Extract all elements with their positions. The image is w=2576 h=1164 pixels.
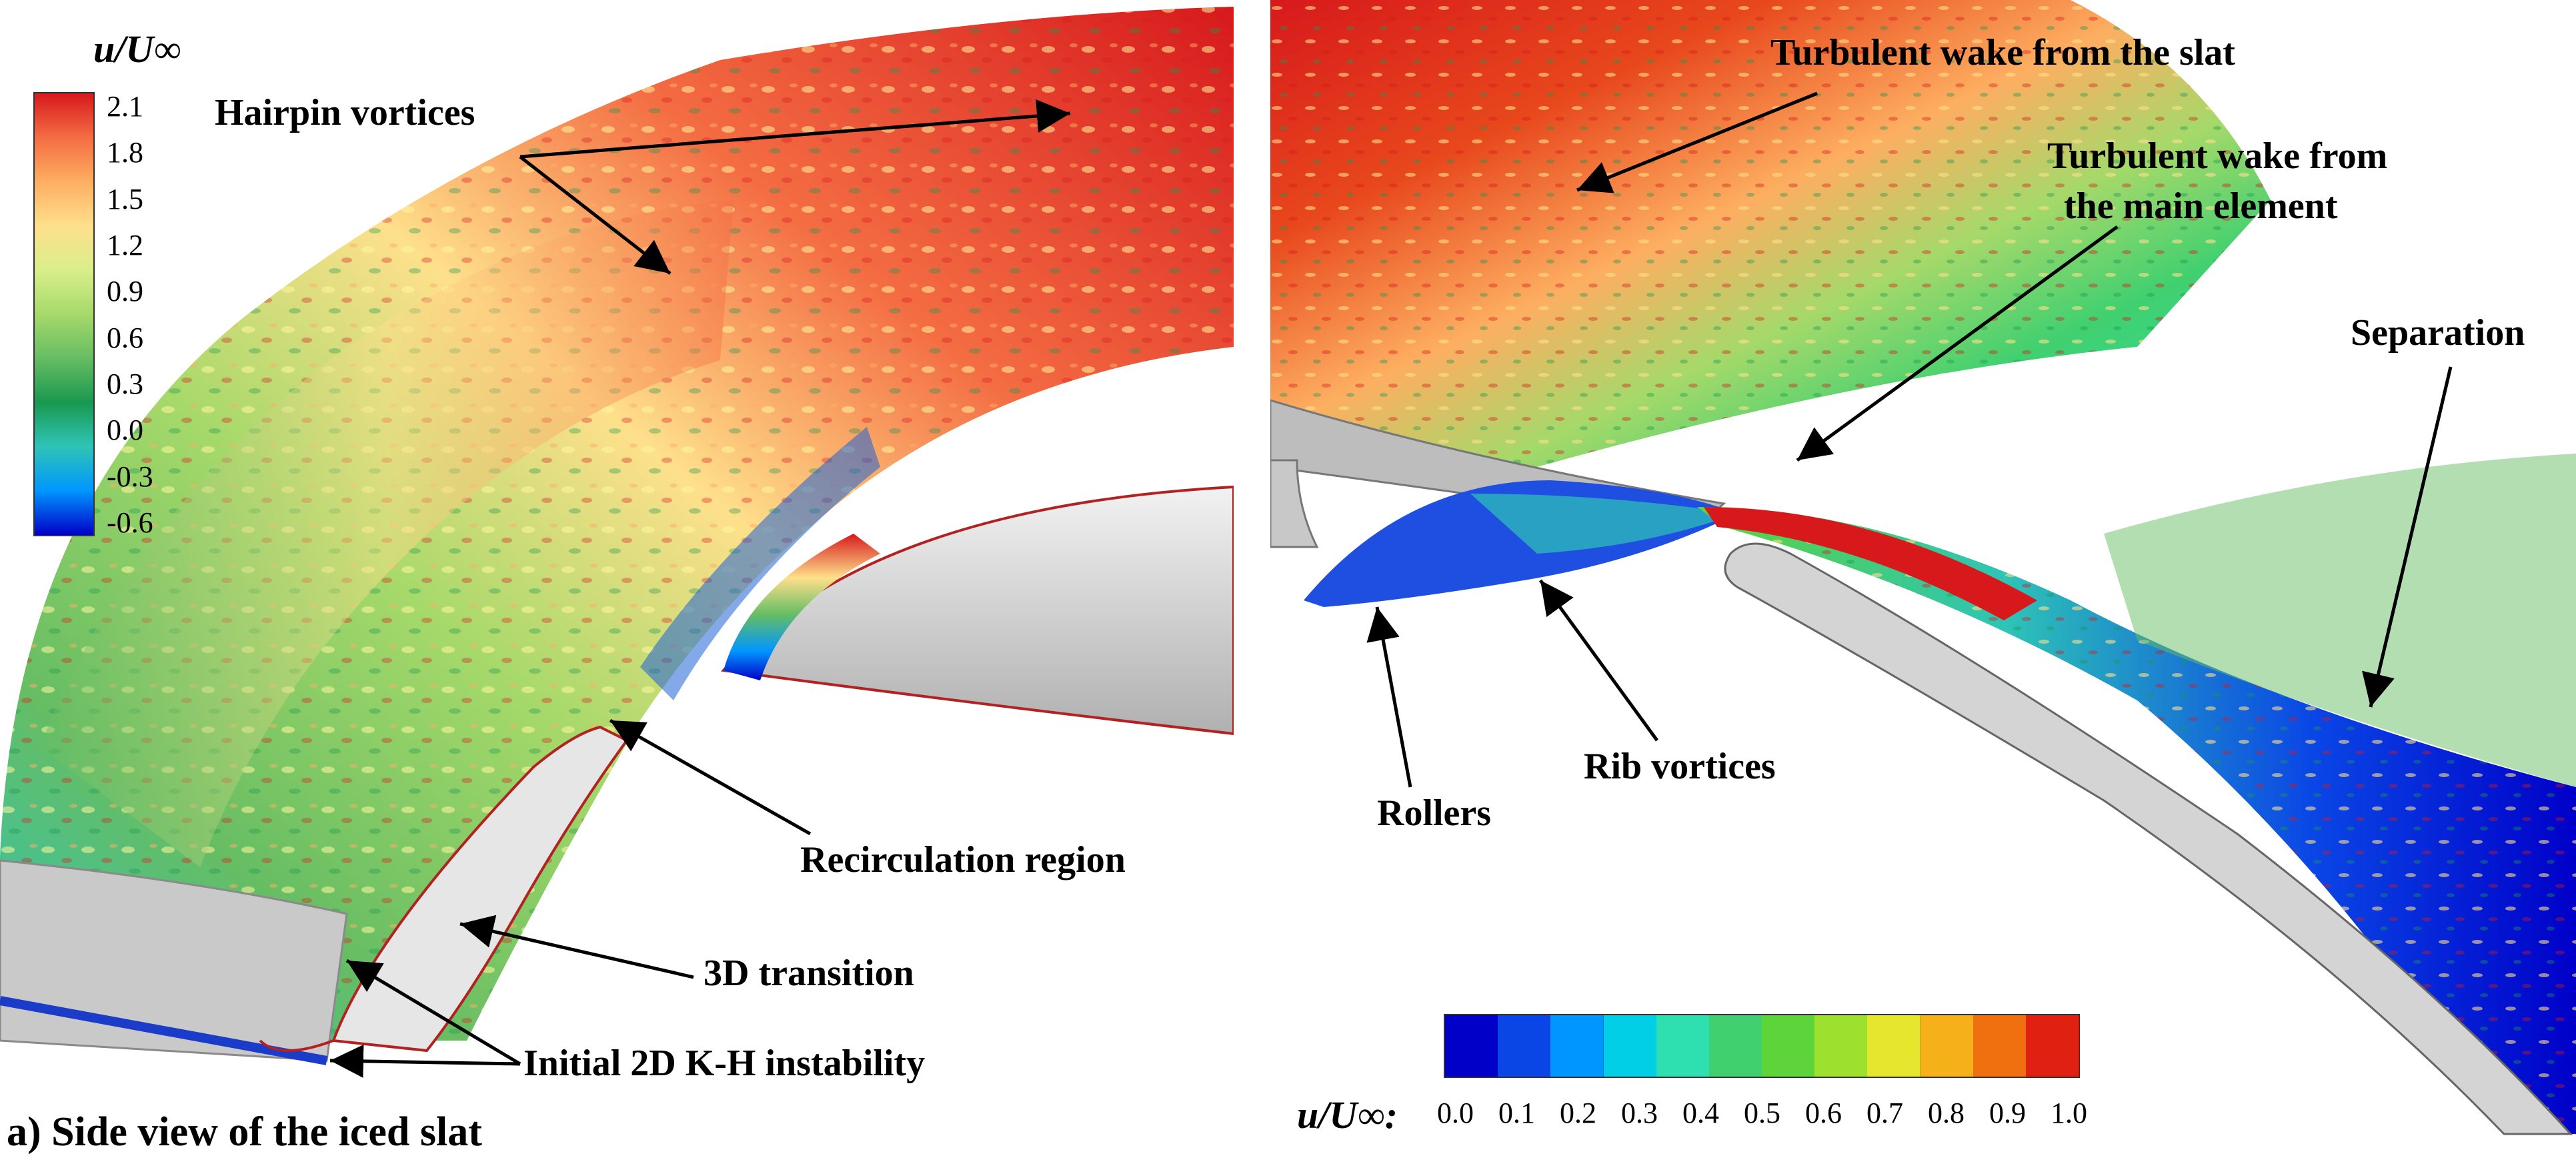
caption-left: a) Side view of the iced slat	[7, 1109, 482, 1155]
colorbar-right-tick: 0.3	[1621, 1097, 1658, 1129]
label-separation: Separation	[2351, 312, 2525, 354]
colorbar-right-tick: 0.7	[1866, 1097, 1903, 1129]
colorbar-right-tick: 0.8	[1928, 1097, 1965, 1129]
colorbar-left	[33, 92, 95, 536]
colorbar-right-tick: 0.9	[1989, 1097, 2026, 1129]
colorbar-title-right: u/U∞:	[1297, 1093, 1398, 1137]
label-hairpin-vortices: Hairpin vortices	[215, 92, 475, 133]
colorbar-left-tick: -0.6	[107, 506, 153, 539]
label-wake-main-line1: Turbulent wake from	[2047, 135, 2388, 177]
colorbar-right-segment	[1603, 1015, 1657, 1077]
colorbar-left-tick: 0.9	[107, 275, 143, 308]
colorbar-right-tick: 0.4	[1682, 1097, 1719, 1129]
main-element-shear-layer	[1704, 507, 2037, 620]
label-3d-transition: 3D transition	[704, 953, 914, 994]
colorbar-right-tick: 0.6	[1805, 1097, 1842, 1129]
recirculation-blue-zone	[640, 427, 880, 700]
colorbar-right-tick: 0.0	[1437, 1097, 1474, 1129]
colorbar-right-ticks: 0.0 0.1 0.2 0.3 0.4 0.5 0.6 0.7 0.8 0.9 1.0	[1437, 1096, 2091, 1136]
colorbar-right-segment	[1920, 1015, 1974, 1077]
main-element-surface-right	[1724, 542, 2573, 1135]
colorbar-right-segment	[1708, 1015, 1762, 1077]
colorbar-right-segment	[1814, 1015, 1868, 1077]
colorbar-left-tick: -0.3	[107, 460, 153, 493]
colorbar-right-segment	[1445, 1015, 1499, 1077]
label-rib-vortices: Rib vortices	[1584, 746, 1776, 787]
colorbar-right	[1444, 1014, 2080, 1078]
colorbar-left-tick: 1.8	[107, 136, 143, 169]
colorbar-left-tick: 1.2	[107, 229, 143, 261]
colorbar-right-segment	[1762, 1015, 1816, 1077]
colorbar-right-segment	[1656, 1015, 1710, 1077]
colorbar-left-tick: 1.5	[107, 182, 143, 215]
colorbar-right-tick: 1.0	[2051, 1097, 2087, 1129]
colorbar-right-segment	[1550, 1015, 1604, 1077]
colorbar-title-left: u/U∞	[93, 27, 181, 71]
panel-left: u/U∞ 2.1 1.8 1.5 1.2 0.9 0.6 0.3 0.0 -0.3 -0.6 Ha…	[0, 0, 1234, 1164]
colorbar-right-tick: 0.2	[1560, 1097, 1596, 1129]
label-wake-main-line2: the main element	[2064, 185, 2338, 227]
colorbar-right-tick: 0.1	[1498, 1097, 1535, 1129]
colorbar-right-segment	[1867, 1015, 1921, 1077]
colorbar-left-tick: 2.1	[107, 90, 143, 123]
label-rollers: Rollers	[1377, 792, 1492, 834]
colorbar-right-segment	[1973, 1015, 2027, 1077]
colorbar-right-segment	[2025, 1015, 2079, 1077]
main-element-leading-edge	[724, 534, 880, 680]
label-kh-instability: Initial 2D K-H instability	[523, 1043, 926, 1084]
main-element-surface	[721, 485, 1234, 736]
colorbar-left-tick: 0.0	[107, 414, 143, 447]
colorbar-left-tick: 0.3	[107, 368, 143, 400]
label-wake-slat: Turbulent wake from the slat	[1770, 32, 2235, 73]
label-recirculation-region: Recirculation region	[800, 839, 1126, 881]
colorbar-left-ticks: 2.1 1.8 1.5 1.2 0.9 0.6 0.3 0.0 -0.3 -0.6	[107, 90, 187, 539]
panel-right: Turbulent wake from the slat Turbulent w…	[1270, 0, 2576, 1164]
slat-underside	[0, 859, 348, 1062]
colorbar-left-tick: 0.6	[107, 321, 143, 354]
colorbar-right-tick: 0.5	[1744, 1097, 1780, 1129]
left-flow-image	[0, 7, 1234, 1065]
colorbar-right-segment	[1498, 1015, 1552, 1077]
